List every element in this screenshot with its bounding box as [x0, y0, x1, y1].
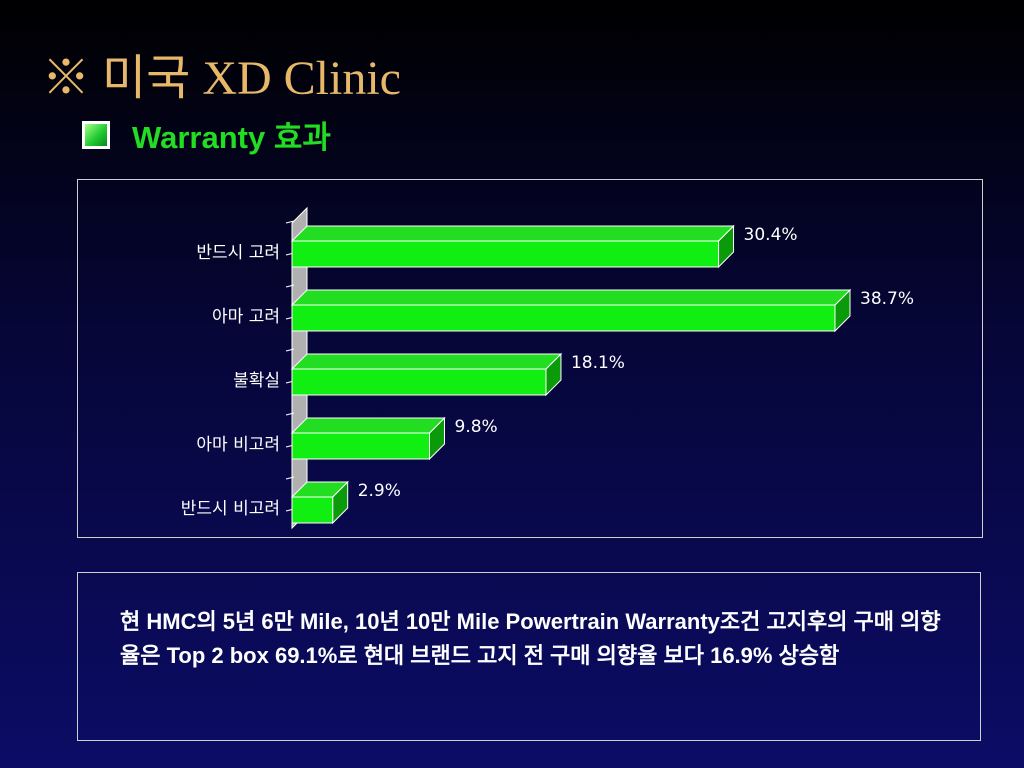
bar-chart: 반드시 고려 30.4% 아마 고려 38.7% 불확실 18.1% 아마 비고려 9.8% 반… [181, 206, 914, 530]
value-label: 2.9% [358, 481, 401, 501]
category-label: 불확실 [233, 371, 280, 391]
chart-subtitle: Warranty 효과 [132, 120, 331, 155]
bar [291, 496, 334, 524]
bar-top [290, 289, 852, 306]
bar [291, 368, 547, 396]
page-title: ※ 미국 XD Clinic [42, 52, 401, 105]
category-label: 반드시 고려 [196, 243, 280, 263]
bar-top [290, 225, 735, 242]
bar-top [290, 417, 446, 434]
value-label: 18.1% [571, 353, 625, 373]
bar-top [290, 353, 563, 370]
axis-tick [285, 220, 295, 224]
square-bullet-icon [82, 120, 110, 149]
note-panel: 현 HMC의 5년 6만 Mile, 10년 10만 Mile Powertra… [77, 572, 981, 741]
bar [291, 304, 836, 332]
bar [291, 432, 431, 460]
value-label: 30.4% [744, 225, 798, 245]
axis-tick [285, 348, 295, 352]
axis-tick [285, 284, 295, 288]
category-label: 반드시 비고려 [181, 499, 280, 519]
chart-panel: 반드시 고려 30.4% 아마 고려 38.7% 불확실 18.1% 아마 비고려 9.8% 반… [77, 179, 983, 538]
axis-tick [285, 412, 295, 416]
category-label: 아마 비고려 [196, 435, 280, 455]
subtitle-row: Warranty 효과 [82, 112, 331, 157]
note-text: 현 HMC의 5년 6만 Mile, 10년 10만 Mile Powertra… [120, 609, 941, 668]
axis-tick [285, 476, 295, 480]
bar [291, 240, 720, 268]
value-label: 9.8% [455, 417, 498, 437]
value-label: 38.7% [860, 289, 914, 309]
category-label: 아마 고려 [212, 307, 280, 327]
